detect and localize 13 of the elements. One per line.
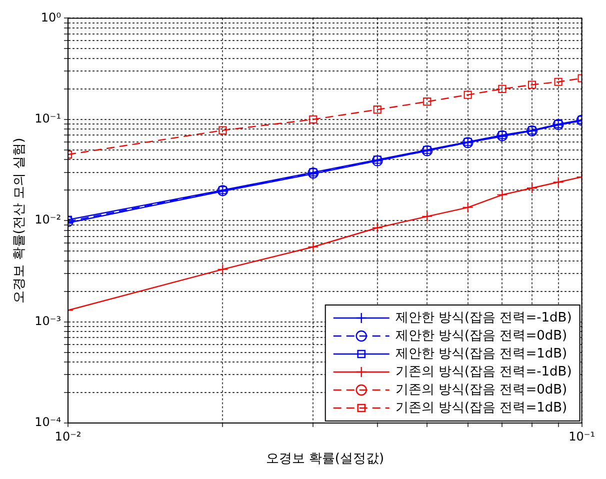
legend-label: 기존의 방식(잡음 전력=0dB) — [395, 382, 568, 398]
y-tick-label: 10⁻¹ — [34, 112, 62, 126]
legend-label: 제안한 방식(잡음 전력=1dB) — [395, 346, 568, 362]
legend-label: 기존의 방식(잡음 전력=1dB) — [395, 400, 568, 416]
x-axis-title: 오경보 확률(설정값) — [266, 452, 384, 467]
legend-label: 기존의 방식(잡음 전력=-1dB) — [395, 364, 572, 380]
y-tick-label: 10⁻³ — [34, 314, 62, 328]
y-tick-label: 10⁻⁴ — [34, 415, 62, 430]
y-tick-label: 10⁰ — [40, 10, 62, 24]
legend-label: 제안한 방식(잡음 전력=0dB) — [395, 328, 568, 344]
y-axis-title: 오경보 확률(전산 모의 실험) — [12, 138, 28, 304]
legend-label: 제안한 방식(잡음 전력=-1dB) — [395, 310, 572, 326]
y-tick-label: 10⁻² — [34, 212, 62, 227]
